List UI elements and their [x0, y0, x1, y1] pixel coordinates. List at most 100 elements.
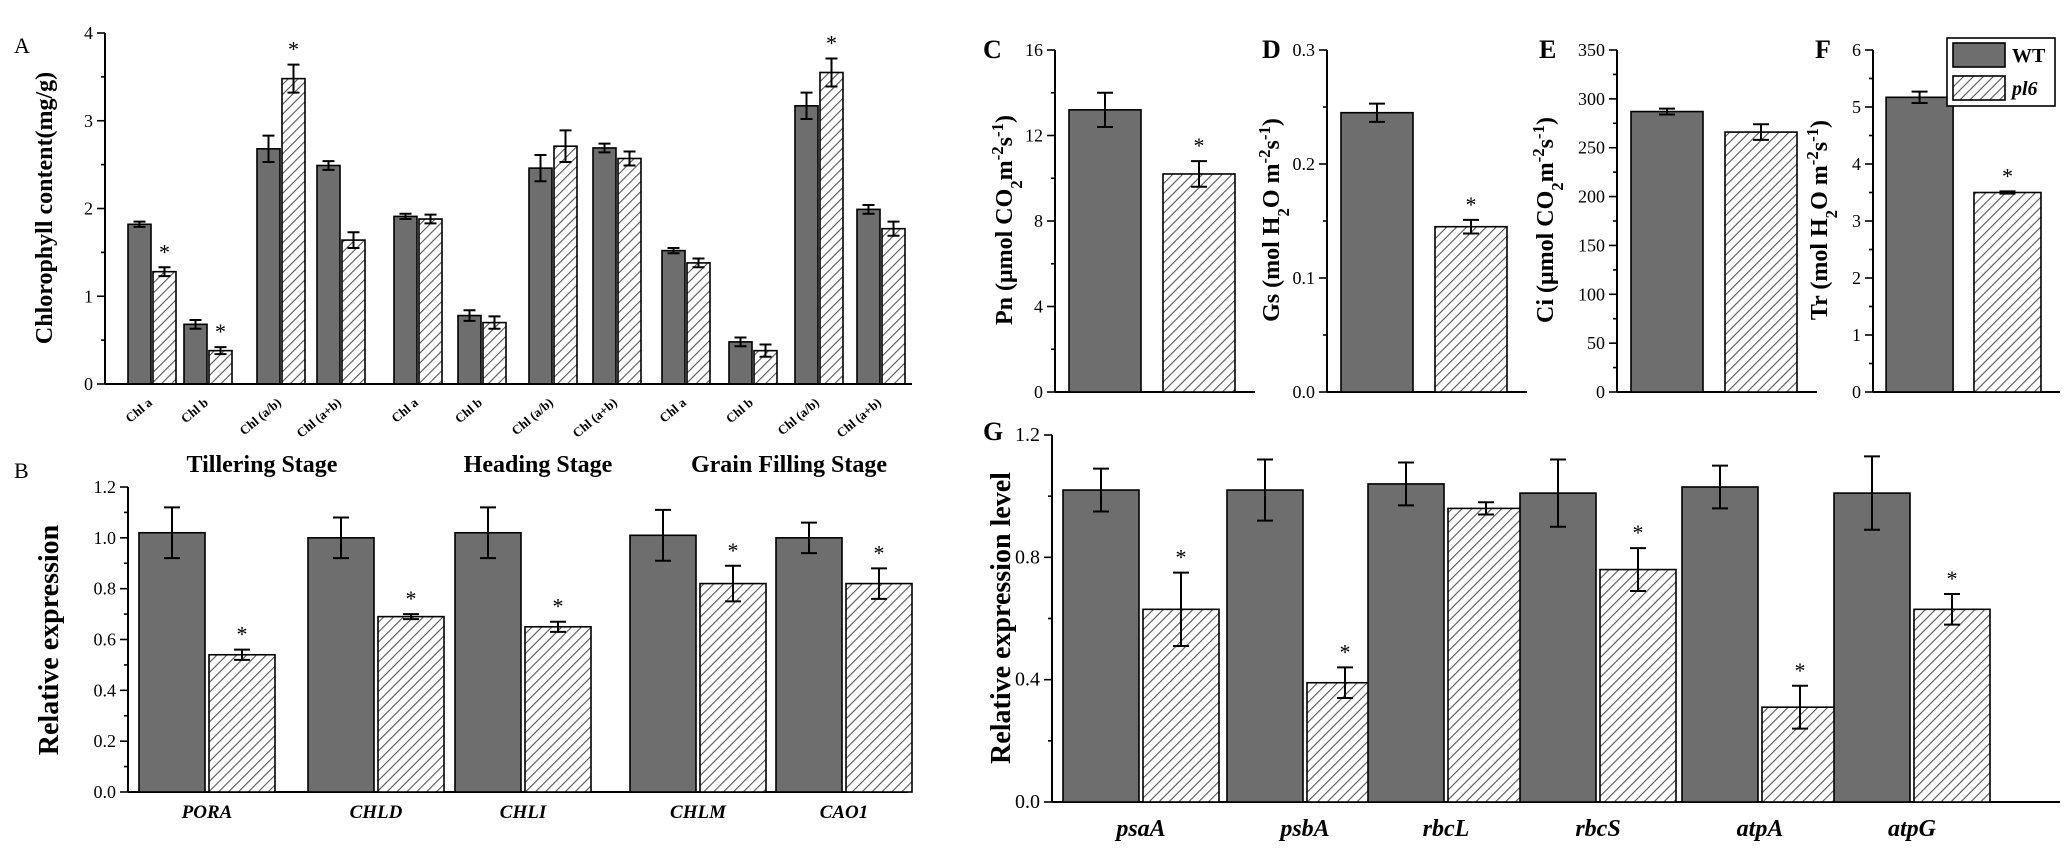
panel-g-bar-wt [1226, 489, 1304, 803]
panel-f-ytick-label: 1 [1852, 325, 1861, 345]
panel-g-ytick-label: 0.4 [1015, 669, 1040, 691]
panel-f-ytick-label: 4 [1852, 154, 1861, 174]
panel-b-bar-pl6 [699, 582, 767, 793]
panel-a-bar-wt [316, 164, 341, 385]
panel-g-bar-wt [1833, 492, 1911, 803]
panel-e: 0 50 100 150 200 250 300 350 E Ci (μmol CO2m-2s-1… [1529, 35, 1817, 402]
panel-b-err-pl6 [403, 613, 419, 621]
panel-e-bar-wt [1630, 110, 1704, 393]
panel-a-category-label: Chl (a/b) [774, 395, 822, 438]
panel-e-err-wt [1659, 107, 1675, 116]
panel-f: 0 1 2 3 4 5 6 F Tr (mol H2O m-2s-1) * [1803, 35, 2060, 402]
panel-c-ytick-label: 8 [1034, 211, 1043, 231]
panel-a-err-wt [463, 309, 476, 322]
panel-g-bar-pl6 [1599, 568, 1677, 803]
panel-g-err-wt [1550, 458, 1566, 528]
panel-g-err-wt [1398, 461, 1414, 507]
panel-a-bar-wt [856, 208, 881, 385]
panel-g-err-wt [1864, 455, 1880, 531]
panel-g-category-label: psbA [1278, 816, 1329, 842]
panel-a-stage-label: Grain Filling Stage [691, 452, 887, 478]
panel-g-significance: * [1340, 639, 1351, 664]
panel-b-category-label: CHLI [500, 802, 547, 823]
panel-e-ylabel: Ci (μmol CO2m-2s-1) [1529, 117, 1567, 323]
panel-b-bar-wt [454, 531, 522, 793]
panel-b-ytick-label: 1.0 [94, 528, 117, 548]
panel-a-ytick-label: 0 [84, 374, 93, 394]
panel-b-ytick-label: 0.4 [94, 680, 117, 700]
panel-a-category-label: Chl a [656, 394, 689, 425]
panel-g-ylabel: Relative expression level [986, 472, 1017, 764]
panel-c-err-pl6 [1191, 160, 1207, 188]
panel-a-bar-pl6 [553, 145, 578, 385]
panel-e-err-pl6 [1753, 123, 1769, 141]
panel-b-bar-pl6 [845, 582, 913, 793]
panel-g-category-label: rbcL [1423, 816, 1470, 842]
panel-a-category-label: Chl (a+b) [833, 395, 883, 441]
panel-a-bar-pl6 [208, 349, 233, 385]
panel-d-ytick-label: 0.3 [1293, 40, 1316, 60]
panel-g-bar-pl6 [1913, 608, 1991, 803]
panel-b-category-label: PORA [181, 802, 233, 823]
panel-c-ytick-label: 16 [1025, 40, 1043, 60]
panel-a-err-pl6 [759, 343, 772, 358]
panel-a-err-pl6 [347, 231, 360, 249]
panel-b-err-pl6 [550, 620, 566, 633]
panel-b-bar-pl6 [208, 653, 276, 793]
panel-b-err-pl6 [871, 567, 887, 600]
panel-c-bar-wt [1068, 109, 1142, 393]
panel-a-bar-pl6 [881, 227, 906, 385]
panel-g-significance: * [1947, 566, 1958, 591]
panel-a-err-pl6 [214, 346, 227, 356]
panel-label-D: D [1262, 35, 1281, 64]
panel-a-err-pl6 [287, 63, 300, 94]
panel-label-G: G [983, 417, 1003, 446]
panel-a-category-label: Chl (a+b) [569, 395, 619, 441]
panel-b-significance: * [728, 538, 739, 563]
panel-a-err-pl6 [825, 57, 838, 88]
panel-e-ytick-label: 0 [1596, 382, 1605, 402]
panel-a-category-label: Chl b [723, 395, 756, 426]
panel-b-significance: * [874, 540, 885, 565]
panel-b: 0.0 0.2 0.4 0.6 0.8 1.0 1.2 B Relative expressio… [14, 458, 913, 823]
panel-f-ytick-label: 3 [1852, 211, 1861, 231]
panel-a-category-label: Chl (a+b) [293, 395, 343, 441]
panel-d-ytick-label: 0.1 [1293, 268, 1316, 288]
panel-d: 0.0 0.1 0.2 0.3 D Gs (mol H2O m-2s-1) * [1255, 35, 1527, 402]
panel-g-category-label: psaA [1114, 816, 1165, 842]
panel-a-err-wt [133, 220, 146, 228]
panel-a-bar-wt [528, 167, 553, 385]
panel-f-bar-wt [1885, 96, 1954, 393]
panel-c-significance: * [1194, 133, 1205, 158]
panel-a-significance: * [288, 37, 299, 62]
panel-b-bar-wt [307, 537, 375, 793]
panel-c: 0 4 8 12 16 C Pn (μmol CO2m-2s-1) * [983, 35, 1255, 402]
panel-b-significance: * [237, 622, 248, 647]
panel-a-ylabel: Chlorophyll content(mg/g) [32, 72, 58, 344]
panel-g-bar-wt [1681, 486, 1759, 803]
panel-a-err-pl6 [158, 266, 171, 278]
panel-a-err-wt [598, 142, 611, 154]
panel-a-bar-wt [457, 314, 482, 385]
panel-label-B: B [14, 458, 29, 483]
panel-b-category-label: CHLD [350, 802, 403, 823]
panel-f-ytick-label: 0 [1852, 382, 1861, 402]
panel-d-significance: * [1466, 192, 1477, 217]
panel-b-err-wt [655, 508, 671, 562]
panel-label-E: E [1539, 35, 1556, 64]
panel-g-bar-wt [1367, 483, 1445, 803]
panel-a-bar-wt [183, 323, 208, 385]
panel-a-bar-pl6 [152, 270, 177, 385]
panel-a-bar-pl6 [819, 71, 844, 385]
panel-a-category-label: Chl b [452, 395, 485, 426]
panel-g-bar-wt [1519, 492, 1597, 803]
panel-g-err-wt [1093, 467, 1109, 513]
panel-d-ytick-label: 0.0 [1293, 382, 1316, 402]
panel-b-err-wt [480, 506, 496, 560]
panel-a-err-pl6 [623, 150, 636, 167]
panel-a-significance: * [159, 239, 170, 264]
panel-e-ytick-label: 200 [1578, 187, 1605, 207]
panel-b-ytick-label: 0.8 [94, 579, 117, 599]
panel-b-category-label: CAO1 [820, 802, 869, 823]
panel-b-bar-pl6 [377, 615, 445, 793]
